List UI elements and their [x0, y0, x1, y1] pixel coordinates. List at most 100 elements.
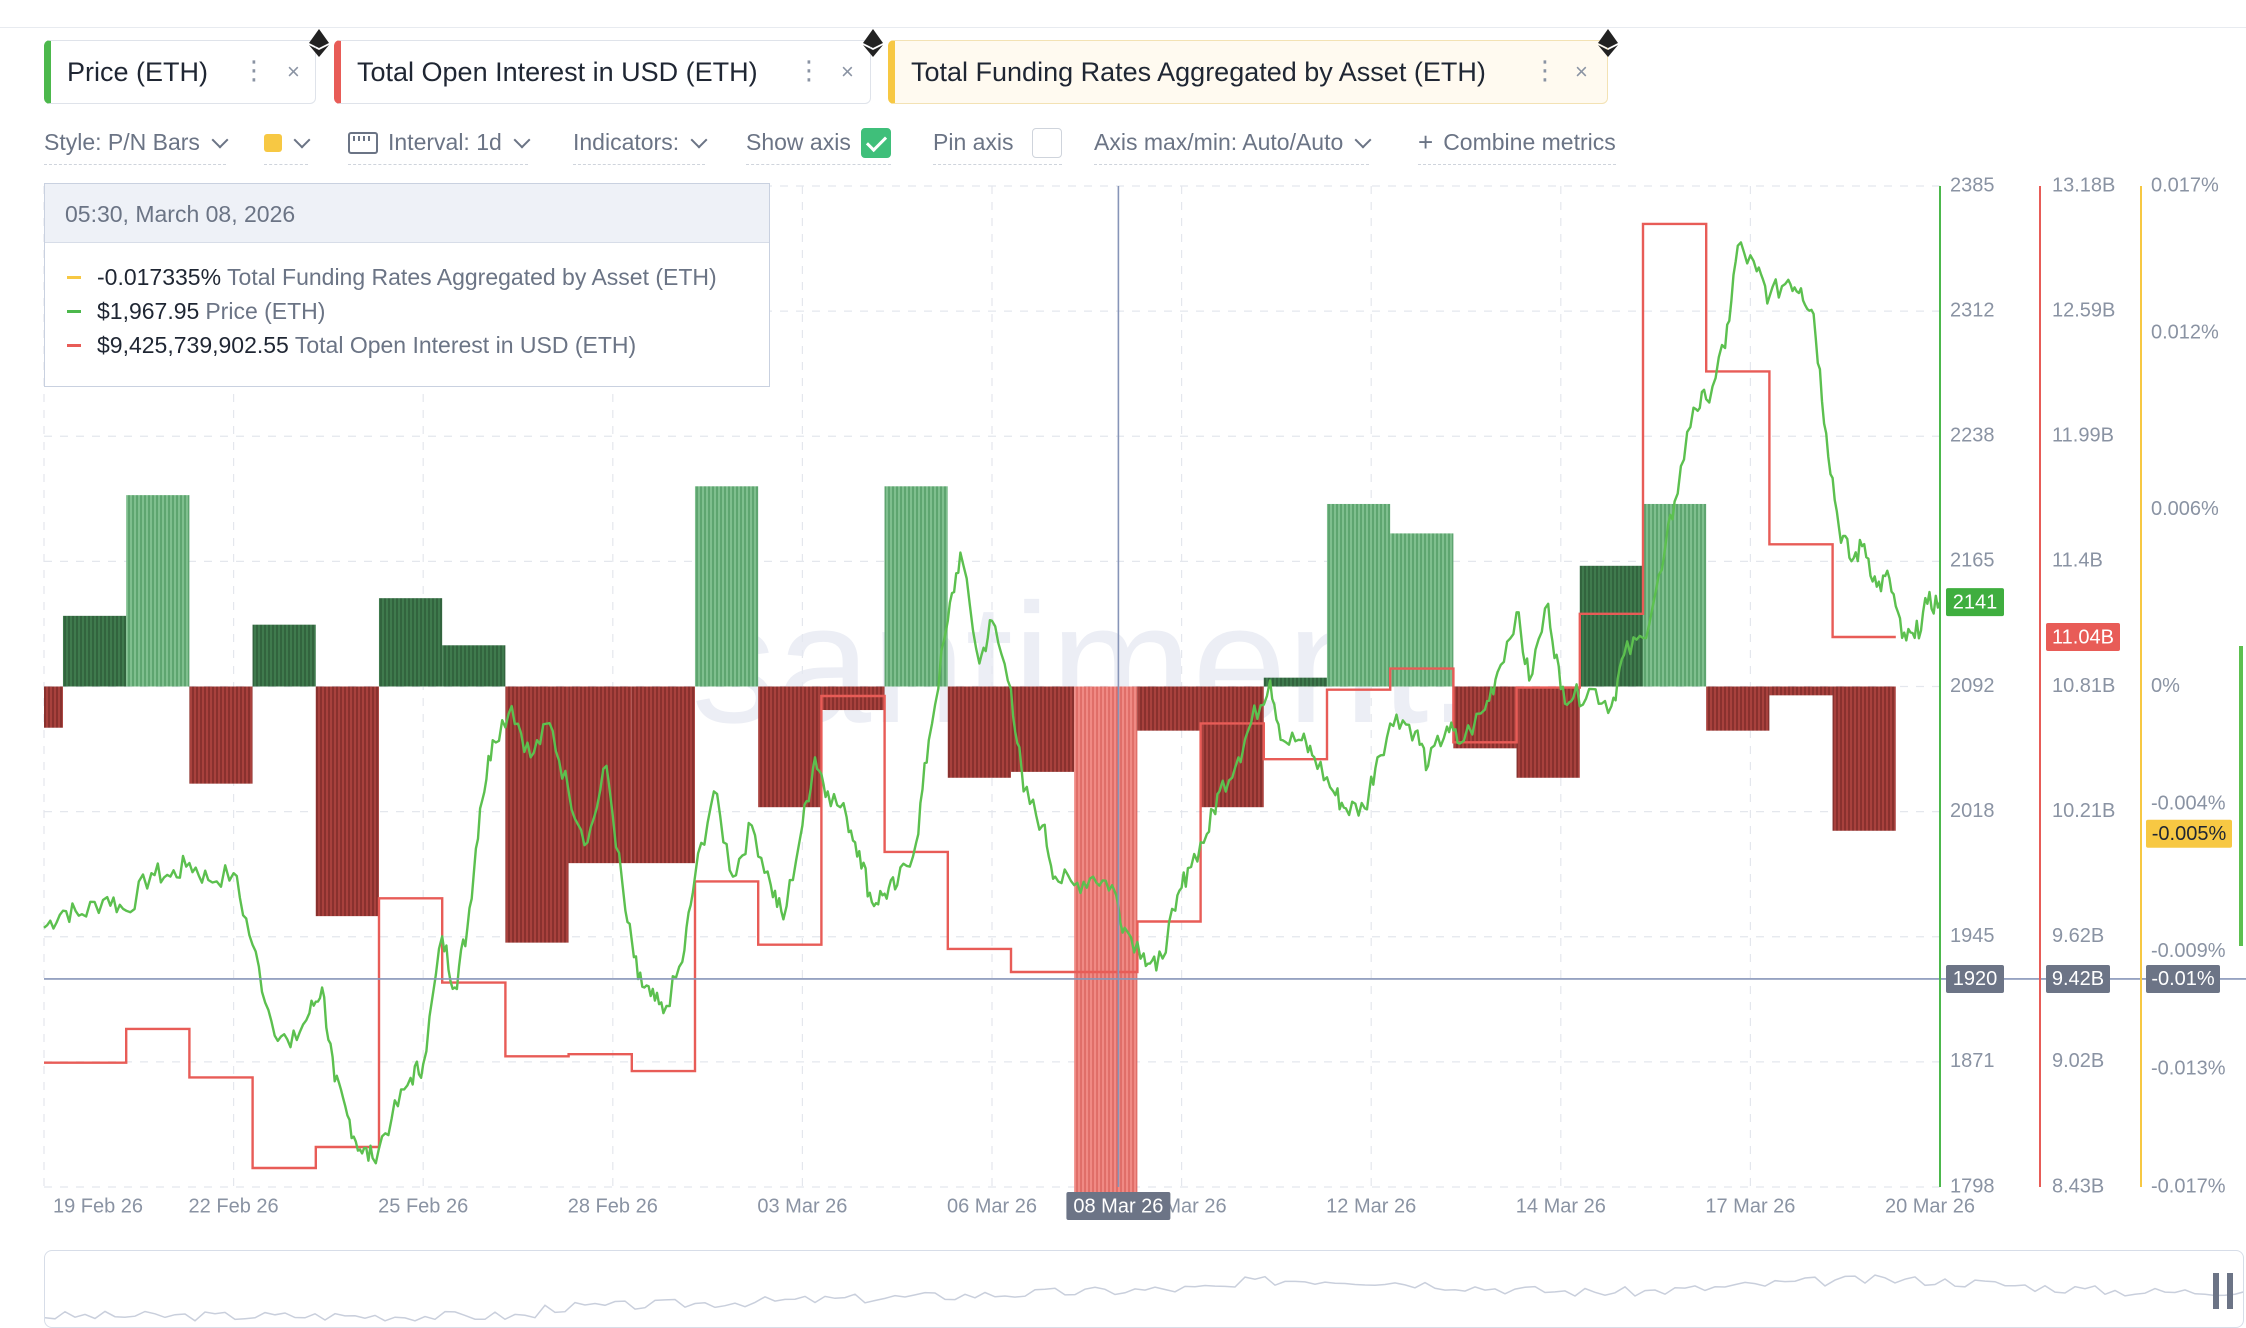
- funding-bar: [62, 615, 127, 687]
- range-navigator[interactable]: [44, 1250, 2244, 1328]
- funding-bar: [315, 686, 379, 917]
- tab-menu-icon[interactable]: ⋮: [796, 55, 822, 85]
- chevron-down-icon: [513, 131, 531, 148]
- funding-bar: [568, 686, 632, 864]
- open-interest-line: [44, 222, 1896, 1170]
- tooltip-row-price: $1,967.95 Price (ETH): [67, 298, 325, 325]
- ethereum-icon: [309, 29, 329, 57]
- price-tick-label: 2238: [1950, 425, 1995, 447]
- hover-date-badge-bg: [1066, 1192, 1171, 1220]
- show-axis-checkbox[interactable]: [860, 127, 891, 158]
- chevron-down-icon: [690, 131, 708, 148]
- funding-bar: [442, 645, 506, 687]
- funding-bar: [821, 686, 885, 711]
- tab-menu-icon[interactable]: ⋮: [1532, 55, 1558, 85]
- color-select[interactable]: [264, 125, 311, 165]
- tooltip-price-name: Price (ETH): [205, 298, 326, 324]
- funding-tick-label: -0.004%: [2151, 793, 2226, 815]
- metric-tab-open-interest-label: Total Open Interest in USD (ETH): [357, 56, 758, 87]
- price-tick-label: 1871: [1950, 1050, 1995, 1072]
- interval-icon: [348, 131, 378, 154]
- funding-current-badge: -0.005%: [2152, 823, 2227, 845]
- price-tick-label: 1798: [1950, 1175, 1995, 1197]
- show-axis-toggle[interactable]: Show axis: [746, 125, 891, 165]
- style-select[interactable]: Style: P/N Bars: [44, 125, 229, 165]
- funding-bar: [1453, 686, 1517, 749]
- price-hover-badge: 1920: [1953, 968, 1998, 990]
- style-select-label: Style: P/N Bars: [44, 129, 200, 155]
- x-tick-label: 22 Feb 26: [189, 1195, 279, 1217]
- funding-bar: [1390, 533, 1454, 687]
- price-tick-label: 2092: [1950, 675, 1995, 697]
- funding-bar: [126, 495, 190, 687]
- navigator-handle-left[interactable]: [2213, 1273, 2219, 1309]
- navigator-handle-right[interactable]: [2227, 1273, 2233, 1309]
- x-tick-label: 17 Mar 26: [1705, 1195, 1795, 1217]
- chart-axes: 2385 2312 2238 2165 2092 2018 1945 1871 1798 13.1…: [53, 174, 2243, 1220]
- open-interest-tick-label: 12.59B: [2052, 299, 2115, 321]
- funding-tick-label: -0.009%: [2151, 940, 2226, 962]
- top-bar: [0, 0, 2246, 28]
- tab-menu-icon[interactable]: ⋮: [241, 55, 267, 85]
- open-interest-tick-label: 8.43B: [2052, 1175, 2104, 1197]
- price-current-badge: 2141: [1953, 591, 1998, 613]
- tooltip-date: 05:30, March 08, 2026: [45, 184, 769, 243]
- funding-bar: [1769, 686, 1833, 696]
- funding-hover-badge-bg: [2146, 964, 2220, 993]
- interval-select[interactable]: Interval: 1d: [348, 125, 531, 165]
- indicators-select[interactable]: Indicators:: [573, 125, 708, 165]
- tooltip-open-interest-value: $9,425,739,902.55: [97, 332, 289, 358]
- indicators-label: Indicators:: [573, 129, 680, 155]
- funding-bar: [505, 686, 569, 943]
- price-tick-label: 2385: [1950, 174, 1995, 196]
- close-icon[interactable]: ×: [841, 59, 854, 84]
- close-icon[interactable]: ×: [1575, 59, 1588, 84]
- hover-tooltip: 05:30, March 08, 2026 -0.017335% Total F…: [44, 183, 770, 387]
- x-tick-label: 28 Feb 26: [568, 1195, 658, 1217]
- crosshair: [44, 186, 2246, 1187]
- price-tick-label: 2312: [1950, 299, 1995, 321]
- funding-bar: [758, 686, 822, 808]
- navigator-minimap: [45, 1273, 2243, 1322]
- pin-axis-toggle[interactable]: Pin axis: [933, 125, 1062, 165]
- open-interest-tick-label: 10.81B: [2052, 675, 2115, 697]
- open-interest-hover-badge: 9.42B: [2052, 968, 2104, 990]
- funding-tick-label: 0.017%: [2151, 174, 2219, 196]
- tooltip-row-open-interest: $9,425,739,902.55 Total Open Interest in…: [67, 332, 636, 359]
- chart-area[interactable]: .santiment. 2385231222382165209220181945…: [0, 170, 2246, 1250]
- metric-tab-open-interest[interactable]: Total Open Interest in USD (ETH) ⋮ ×: [334, 29, 883, 104]
- price-tick-label: 2165: [1950, 550, 1995, 572]
- hover-date-badge: 08 Mar 26: [1073, 1195, 1163, 1217]
- chevron-down-icon: [293, 131, 311, 148]
- combine-metrics-label: Combine metrics: [1443, 129, 1616, 155]
- open-interest-tick-label: 10.21B: [2052, 800, 2115, 822]
- funding-bar: [694, 486, 759, 687]
- series-lines: [43, 222, 1942, 1170]
- funding-tick-label: -0.017%: [2151, 1175, 2226, 1197]
- legend-dash-funding: [67, 276, 81, 279]
- funding-tick-label: -0.013%: [2151, 1058, 2226, 1080]
- metric-tab-price[interactable]: Price (ETH) ⋮ ×: [44, 29, 329, 104]
- funding-tick-label: 0%: [2151, 675, 2180, 697]
- metric-tab-funding-label: Total Funding Rates Aggregated by Asset …: [911, 56, 1486, 87]
- metric-tab-funding[interactable]: Total Funding Rates Aggregated by Asset …: [888, 29, 1618, 104]
- open-interest-tick-label: 11.99B: [2052, 425, 2114, 447]
- combine-metrics-button[interactable]: + Combine metrics: [1418, 125, 1616, 165]
- close-icon[interactable]: ×: [287, 59, 300, 84]
- funding-bar: [1074, 686, 1138, 1196]
- funding-bar: [189, 686, 253, 784]
- chevron-down-icon: [1354, 131, 1372, 148]
- axis-maxmin-select[interactable]: Axis max/min: Auto/Auto: [1094, 125, 1372, 165]
- pin-axis-label: Pin axis: [933, 129, 1014, 155]
- axis-maxmin-label: Axis max/min: Auto/Auto: [1094, 129, 1344, 155]
- price-current-badge-bg: [1946, 588, 2004, 617]
- open-interest-tick-label: 11.4B: [2052, 550, 2103, 572]
- legend-dash-price: [67, 310, 81, 313]
- pin-axis-checkbox[interactable]: [1031, 127, 1062, 158]
- funding-bar: [252, 624, 316, 687]
- chevron-down-icon: [211, 131, 229, 148]
- tooltip-price-value: $1,967.95: [97, 298, 200, 324]
- legend-dash-open-interest: [67, 344, 81, 347]
- x-tick-label: 06 Mar 26: [947, 1195, 1037, 1217]
- tooltip-row-funding: -0.017335% Total Funding Rates Aggregate…: [67, 264, 717, 291]
